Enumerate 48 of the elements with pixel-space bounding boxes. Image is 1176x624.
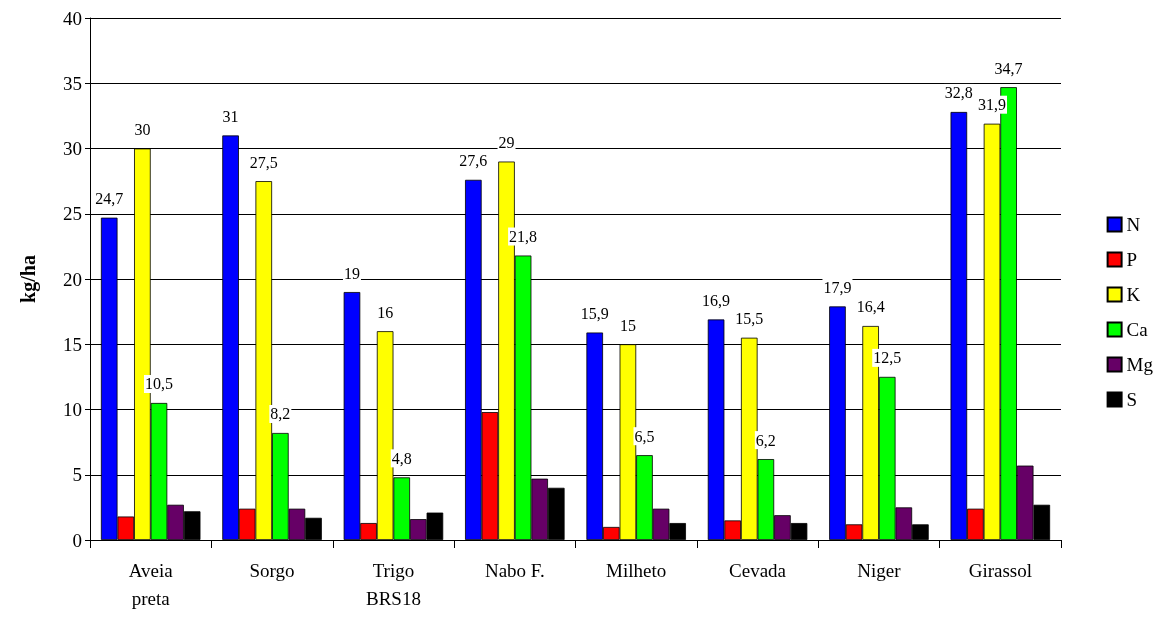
data-label: 10,5 <box>144 375 173 393</box>
data-label: 6,5 <box>634 427 655 445</box>
y-tick-label: 35 <box>63 72 82 94</box>
data-label: 16,4 <box>856 298 885 316</box>
x-tick-label: Girassol <box>968 559 1032 581</box>
y-tick-label: 25 <box>63 203 82 225</box>
data-label: 16 <box>377 303 394 321</box>
data-label: 15,5 <box>735 310 764 328</box>
data-label: 32,8 <box>944 84 973 102</box>
legend-label: K <box>1126 284 1141 305</box>
data-label: 12,5 <box>873 349 902 367</box>
data-label: 31 <box>222 107 239 125</box>
y-tick-label: 5 <box>72 464 82 486</box>
data-label: 29 <box>498 134 515 152</box>
y-tick-label: 15 <box>63 333 82 355</box>
legend-label: N <box>1126 214 1141 235</box>
x-tick-label: Niger <box>857 559 902 581</box>
data-label: 6,2 <box>755 431 776 449</box>
legend-label: S <box>1126 389 1138 410</box>
x-tick-label: Sorgo <box>249 559 295 581</box>
legend-label: Ca <box>1126 319 1149 340</box>
data-label: 34,7 <box>994 59 1023 77</box>
data-label: 27,6 <box>459 152 488 170</box>
legend-label: P <box>1126 249 1138 270</box>
y-tick-label: 40 <box>63 7 82 29</box>
data-label: 24,7 <box>95 190 124 208</box>
data-label: 30 <box>134 121 151 138</box>
x-tick-label: Aveia preta <box>128 559 174 609</box>
data-label: 4,8 <box>391 449 412 467</box>
data-label: 8,2 <box>270 405 291 423</box>
x-tick-label: Milheto <box>606 559 667 581</box>
data-label: 16,9 <box>702 291 731 309</box>
x-tick-label: Trigo BRS18 <box>365 559 421 609</box>
x-tick-label: Cevada <box>729 559 787 581</box>
data-label: 15,9 <box>580 305 609 323</box>
data-label: 15 <box>619 316 636 334</box>
y-tick-label: 20 <box>63 268 82 290</box>
legend-label: Mg <box>1126 354 1154 375</box>
y-tick-label: 30 <box>63 138 82 159</box>
data-label: 31,9 <box>978 96 1007 114</box>
data-label: 17,9 <box>823 278 852 296</box>
y-tick-label: 10 <box>63 399 82 420</box>
y-axis-title: kg/ha <box>17 255 40 303</box>
y-tick-label: 0 <box>72 529 82 551</box>
x-tick-label: Nabo F. <box>484 559 545 581</box>
data-label: 21,8 <box>509 228 538 246</box>
data-label: 27,5 <box>249 153 278 171</box>
data-label: 19 <box>343 264 360 282</box>
